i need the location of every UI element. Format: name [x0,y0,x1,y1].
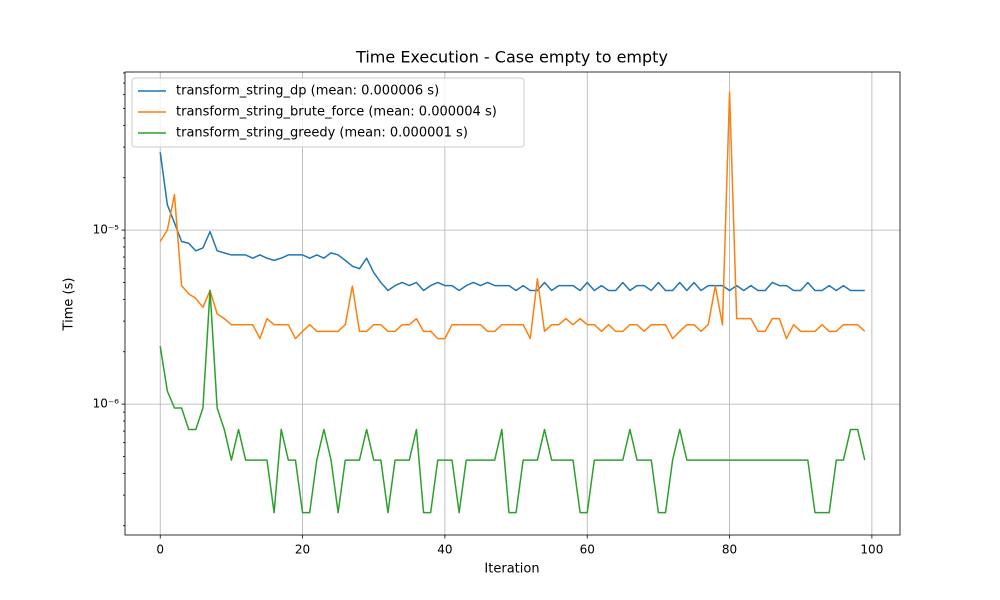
x-tick-label: 0 [156,543,164,557]
line-series [159,91,866,340]
line-series [159,152,865,292]
x-tick-label: 40 [437,543,452,557]
legend-label: transform_string_greedy (mean: 0.000001 … [176,126,468,141]
y-axis-label: Time (s) [62,278,77,332]
legend-label: transform_string_dp (mean: 0.000006 s) [176,84,439,99]
y-tick-label: 10⁻⁶ [93,397,120,411]
legend-label: transform_string_brute_force (mean: 0.00… [176,105,497,120]
x-tick-label: 60 [580,543,595,557]
x-tick-label: 20 [295,543,310,557]
x-tick-label: 80 [722,543,737,557]
line-series [159,289,866,514]
y-tick-label: 10⁻⁵ [93,223,120,237]
legend-box [131,77,525,148]
chart-title: Time Execution - Case empty to empty [355,48,668,67]
x-axis-label: Iteration [484,562,539,577]
x-tick-label: 100 [860,543,883,557]
plot-frame [124,71,901,536]
